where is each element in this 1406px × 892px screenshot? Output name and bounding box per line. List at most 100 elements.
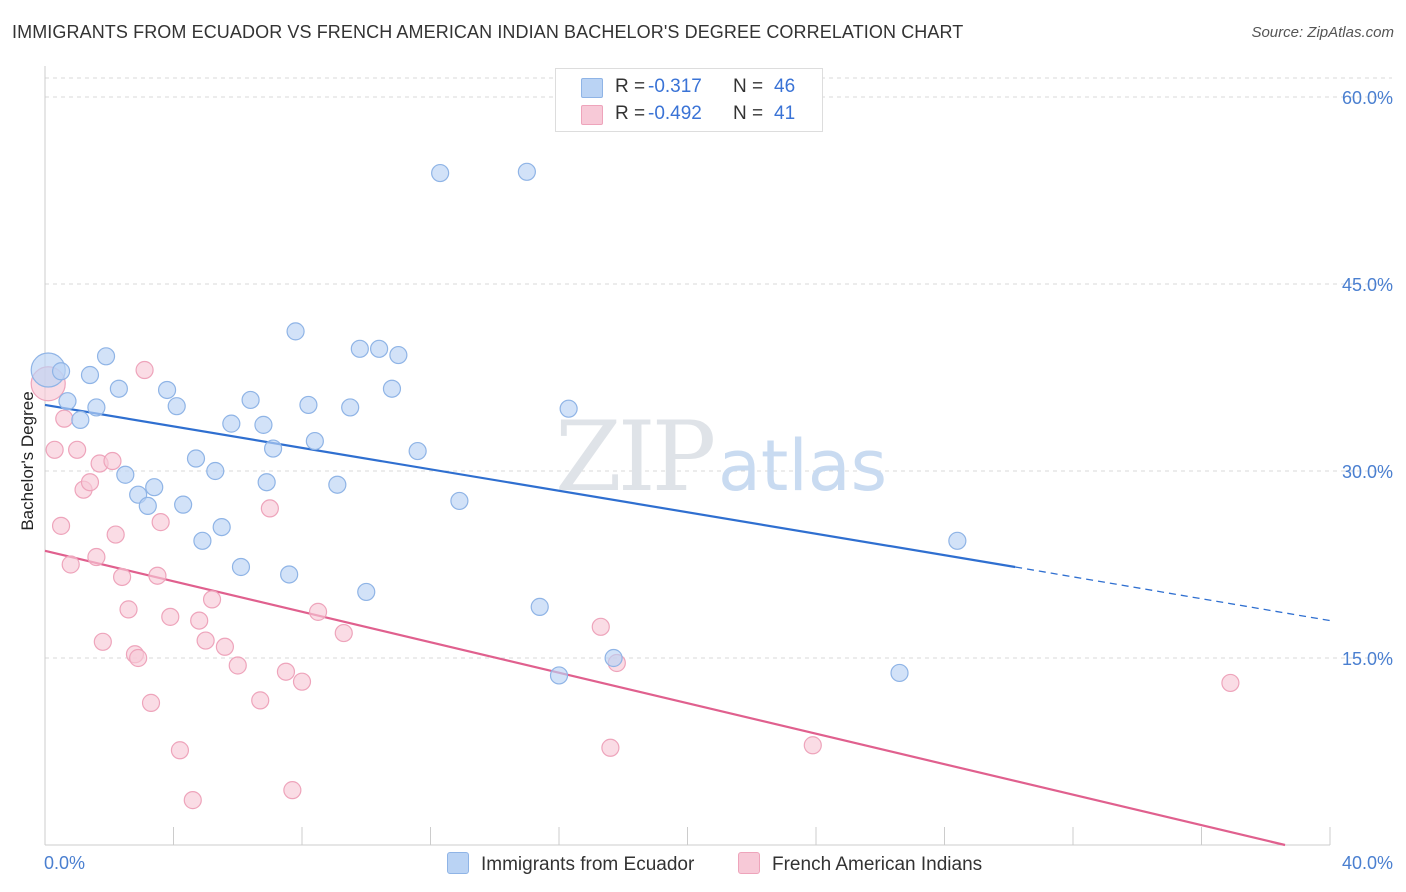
point-immigrants-from-ecuador — [241, 390, 260, 410]
point-immigrants-from-ecuador — [116, 465, 135, 484]
point-french-american-indians — [334, 623, 353, 643]
point-immigrants-from-ecuador — [231, 557, 251, 577]
point-immigrants-from-ecuador — [174, 495, 193, 514]
legend-n-value: 41 — [774, 103, 796, 124]
point-immigrants-from-ecuador — [357, 582, 376, 602]
legend-r-value: -0.317 — [648, 76, 702, 97]
point-french-american-indians — [251, 691, 270, 710]
point-french-american-indians — [61, 555, 80, 574]
point-immigrants-from-ecuador — [58, 392, 77, 411]
point-immigrants-from-ecuador — [450, 491, 469, 511]
point-immigrants-from-ecuador — [157, 380, 177, 400]
point-immigrants-from-ecuador — [559, 399, 578, 418]
point-french-american-indians — [292, 672, 312, 691]
point-immigrants-from-ecuador — [328, 475, 347, 494]
bottom-legend-french-american-indians: French American Indians — [738, 852, 982, 876]
point-french-american-indians — [45, 440, 64, 459]
point-immigrants-from-ecuador — [948, 531, 967, 550]
point-french-american-indians — [170, 741, 190, 760]
point-french-american-indians — [148, 566, 167, 585]
point-immigrants-from-ecuador — [350, 339, 369, 358]
point-immigrants-from-ecuador — [193, 531, 212, 550]
point-french-american-indians — [601, 738, 620, 757]
point-french-american-indians — [803, 736, 822, 755]
point-immigrants-from-ecuador — [604, 648, 623, 668]
point-french-american-indians — [151, 513, 170, 532]
point-immigrants-from-ecuador — [80, 365, 100, 385]
point-french-american-indians — [196, 631, 215, 650]
watermark-atlas: atlas — [718, 425, 887, 507]
watermark-zip: ZIP — [555, 401, 714, 513]
bottom-legend-ecuador: Immigrants from Ecuador — [447, 852, 694, 876]
point-french-american-indians — [202, 590, 222, 609]
point-immigrants-from-ecuador — [280, 565, 299, 584]
point-immigrants-from-ecuador — [305, 431, 324, 451]
point-immigrants-from-ecuador — [549, 666, 569, 685]
y-tick-label: 15.0% — [1342, 649, 1393, 669]
chart-title: IMMIGRANTS FROM ECUADOR VS FRENCH AMERIC… — [12, 22, 964, 42]
point-french-american-indians — [141, 693, 161, 712]
trendline-ecuador-extension — [1015, 566, 1331, 622]
legend-swatch-ecuador — [581, 78, 603, 98]
point-immigrants-from-ecuador — [263, 439, 283, 458]
bottom-legend-label-ecuador: Immigrants from Ecuador — [481, 854, 695, 875]
point-french-american-indians — [228, 656, 247, 675]
legend-r-label: R = — [615, 76, 646, 97]
point-french-american-indians — [119, 600, 138, 619]
watermark: ZIP atlas — [555, 401, 887, 513]
legend-n-label: N = — [733, 76, 764, 97]
point-immigrants-from-ecuador — [167, 397, 186, 416]
trendline-ecuador — [44, 403, 1016, 569]
point-immigrants-from-ecuador — [257, 473, 276, 492]
point-immigrants-from-ecuador — [145, 478, 164, 497]
point-immigrants-from-ecuador — [71, 410, 90, 429]
point-french-american-indians — [135, 360, 154, 380]
legend-row-ecuador: R = -0.317 N = 46 — [556, 74, 822, 100]
point-immigrants-from-ecuador — [138, 496, 157, 516]
point-immigrants-from-ecuador — [186, 449, 206, 468]
bottom-legend-label-french-american-indians: French American Indians — [772, 854, 983, 875]
point-french-american-indians — [80, 473, 100, 492]
point-french-american-indians — [591, 617, 610, 636]
point-immigrants-from-ecuador — [408, 441, 427, 461]
point-immigrants-from-ecuador — [530, 597, 549, 616]
point-french-american-indians — [283, 781, 302, 800]
point-french-american-indians — [129, 648, 148, 668]
point-french-american-indians — [68, 440, 87, 459]
legend-r-label: R = — [615, 103, 646, 124]
legend-n-value: 46 — [774, 76, 796, 97]
point-french-american-indians — [87, 547, 106, 567]
tick-labels: 15.0% 30.0% 45.0% 60.0% 0.0% 40.0% Bachelor's … — [18, 88, 1393, 873]
point-immigrants-from-ecuador — [51, 362, 71, 381]
point-french-american-indians — [215, 637, 234, 656]
point-immigrants-from-ecuador — [341, 398, 360, 417]
point-immigrants-from-ecuador — [206, 461, 225, 481]
legend-swatch-french-american-indians — [581, 105, 603, 125]
legend-n-label: N = — [733, 103, 764, 124]
point-french-american-indians — [183, 791, 202, 810]
bottom-legend-swatch-ecuador — [447, 852, 469, 874]
point-french-american-indians — [112, 567, 132, 587]
point-french-american-indians — [161, 607, 180, 626]
point-french-american-indians — [106, 525, 125, 544]
x-tick-label-min: 0.0% — [44, 853, 85, 873]
axes — [44, 66, 1331, 846]
y-tick-label: 30.0% — [1342, 462, 1393, 482]
point-immigrants-from-ecuador — [87, 398, 106, 417]
trendline-french-american-indians — [44, 549, 1286, 847]
point-french-american-indians — [276, 662, 296, 681]
series-immigrants-from-ecuador — [30, 162, 967, 685]
correlation-legend: R = -0.317 N = 46 R = -0.492 N = 41 — [555, 68, 823, 132]
point-immigrants-from-ecuador — [382, 379, 402, 398]
point-french-american-indians — [1221, 673, 1240, 693]
point-immigrants-from-ecuador — [212, 517, 231, 537]
y-axis-title: Bachelor's Degree — [18, 391, 37, 530]
trend-lines — [44, 403, 1331, 847]
y-tick-label: 45.0% — [1342, 275, 1393, 295]
point-immigrants-from-ecuador — [96, 347, 116, 366]
point-immigrants-from-ecuador — [299, 395, 318, 415]
point-french-american-indians — [51, 516, 71, 535]
point-french-american-indians — [93, 632, 112, 651]
point-immigrants-from-ecuador — [222, 414, 241, 433]
point-immigrants-from-ecuador — [431, 163, 450, 183]
